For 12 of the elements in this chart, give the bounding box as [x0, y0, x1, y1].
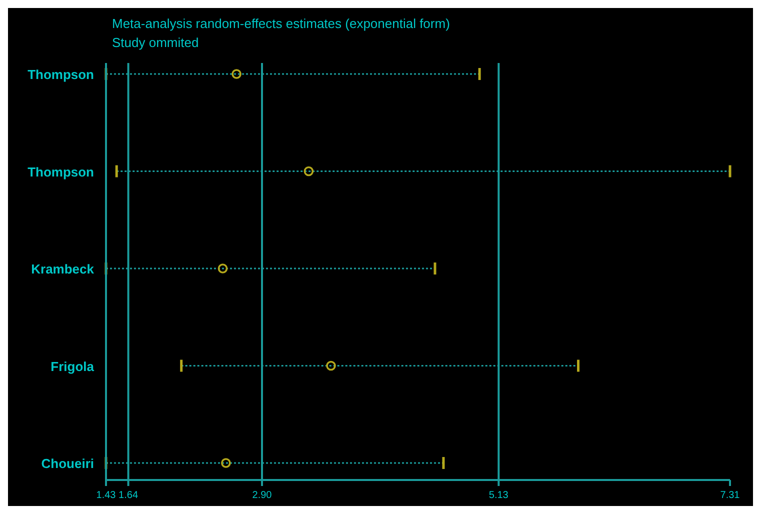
x-tick-label: 2.90 — [252, 490, 272, 501]
y-tick-label: Thompson — [28, 67, 94, 82]
x-tick-label: 7.31 — [720, 490, 740, 501]
y-tick-label: Krambeck — [31, 262, 95, 276]
y-tick-label: Choueiri — [41, 456, 94, 471]
chart-title: Meta-analysis random-effects estimates (exponential form) — [112, 16, 450, 31]
y-tick-label: Thompson — [28, 164, 94, 180]
x-tick-label: 5.13 — [488, 490, 509, 501]
x-tick-label: 1.43 — [96, 490, 116, 501]
y-tick-label: Frigola — [50, 358, 95, 374]
x-tick-label: 1.64 — [118, 490, 138, 501]
chart-subtitle: Study ommited — [112, 35, 199, 50]
